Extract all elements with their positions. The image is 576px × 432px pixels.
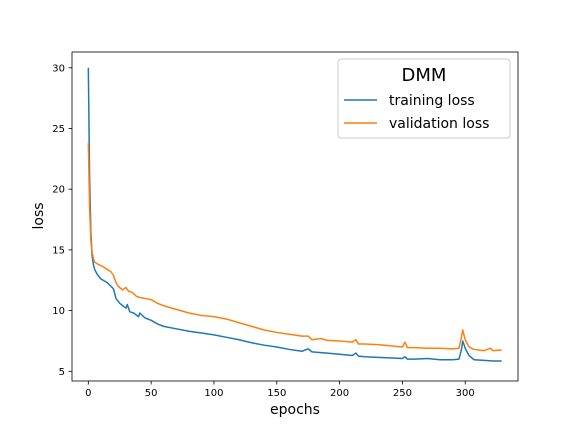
y-axis: 5 10 15 20 25 30 bbox=[52, 63, 72, 378]
legend-frame bbox=[337, 58, 511, 139]
x-tick-label: 50 bbox=[145, 388, 158, 399]
x-axis: 0 50 100 150 200 250 300 bbox=[85, 381, 475, 399]
x-tick-label: 200 bbox=[330, 388, 349, 399]
y-tick-label: 15 bbox=[52, 245, 65, 256]
x-tick-label: 300 bbox=[456, 388, 475, 399]
legend-label-training-loss: training loss bbox=[389, 93, 475, 109]
series-line-validation-loss bbox=[87, 143, 502, 352]
y-tick-label: 10 bbox=[52, 306, 65, 317]
x-tick-label: 250 bbox=[393, 388, 412, 399]
y-tick-label: 25 bbox=[52, 124, 65, 135]
x-tick-label: 150 bbox=[267, 388, 286, 399]
series-layer bbox=[87, 67, 502, 362]
y-tick-label: 30 bbox=[52, 63, 65, 74]
legend: DMM training loss validation loss bbox=[337, 58, 511, 139]
axes-frame bbox=[71, 51, 519, 382]
y-tick-label: 20 bbox=[52, 185, 65, 196]
series-line-training-loss bbox=[87, 67, 502, 362]
x-axis-label: epochs bbox=[270, 402, 320, 418]
legend-title: DMM bbox=[402, 65, 447, 86]
x-tick-label: 100 bbox=[204, 388, 223, 399]
x-tick-label: 0 bbox=[85, 388, 91, 399]
y-axis-label: loss bbox=[31, 202, 47, 229]
legend-label-validation-loss: validation loss bbox=[389, 116, 489, 132]
y-tick-label: 5 bbox=[59, 367, 65, 378]
